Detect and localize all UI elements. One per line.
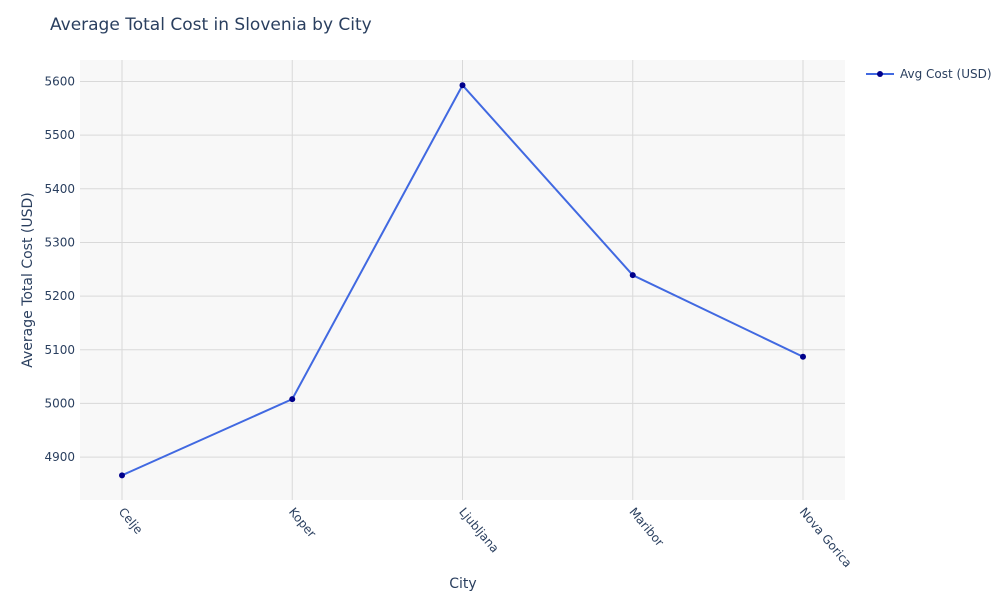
x-tick-label: Celje xyxy=(116,505,146,537)
data-point[interactable] xyxy=(629,272,636,279)
x-tick-label: Koper xyxy=(286,505,319,541)
y-tick-label: 4900 xyxy=(44,450,75,464)
data-point[interactable] xyxy=(459,82,466,89)
data-point[interactable] xyxy=(800,353,806,360)
chart-title: Average Total Cost in Slovenia by City xyxy=(50,15,372,35)
x-tick-label: Ljubljana xyxy=(456,505,502,556)
y-tick-label: 5500 xyxy=(44,128,75,142)
series-layer xyxy=(119,82,806,479)
x-axis-label: City xyxy=(449,576,476,592)
x-tick-label: Nova Gorica xyxy=(797,505,855,570)
y-tick-label: 5000 xyxy=(44,396,75,410)
x-axis-ticks: Celje Koper Ljubljana Maribor Nova Gorica xyxy=(116,505,855,570)
legend-label: Avg Cost (USD) xyxy=(900,67,992,81)
y-axis-label: Average Total Cost (USD) xyxy=(20,192,36,368)
data-point[interactable] xyxy=(119,472,125,479)
y-tick-label: 5300 xyxy=(44,235,75,249)
y-tick-label: 5400 xyxy=(44,182,75,196)
legend[interactable]: Avg Cost (USD) xyxy=(866,67,992,81)
y-tick-label: 5600 xyxy=(44,74,75,88)
y-axis-ticks: 4900 5000 5100 5200 5300 5400 5500 5600 xyxy=(44,74,75,464)
data-point[interactable] xyxy=(289,396,296,403)
legend-marker-swatch xyxy=(877,71,883,77)
grid xyxy=(80,60,845,500)
x-tick-label: Maribor xyxy=(626,505,666,549)
y-tick-label: 5100 xyxy=(44,343,75,357)
y-tick-label: 5200 xyxy=(44,289,75,303)
